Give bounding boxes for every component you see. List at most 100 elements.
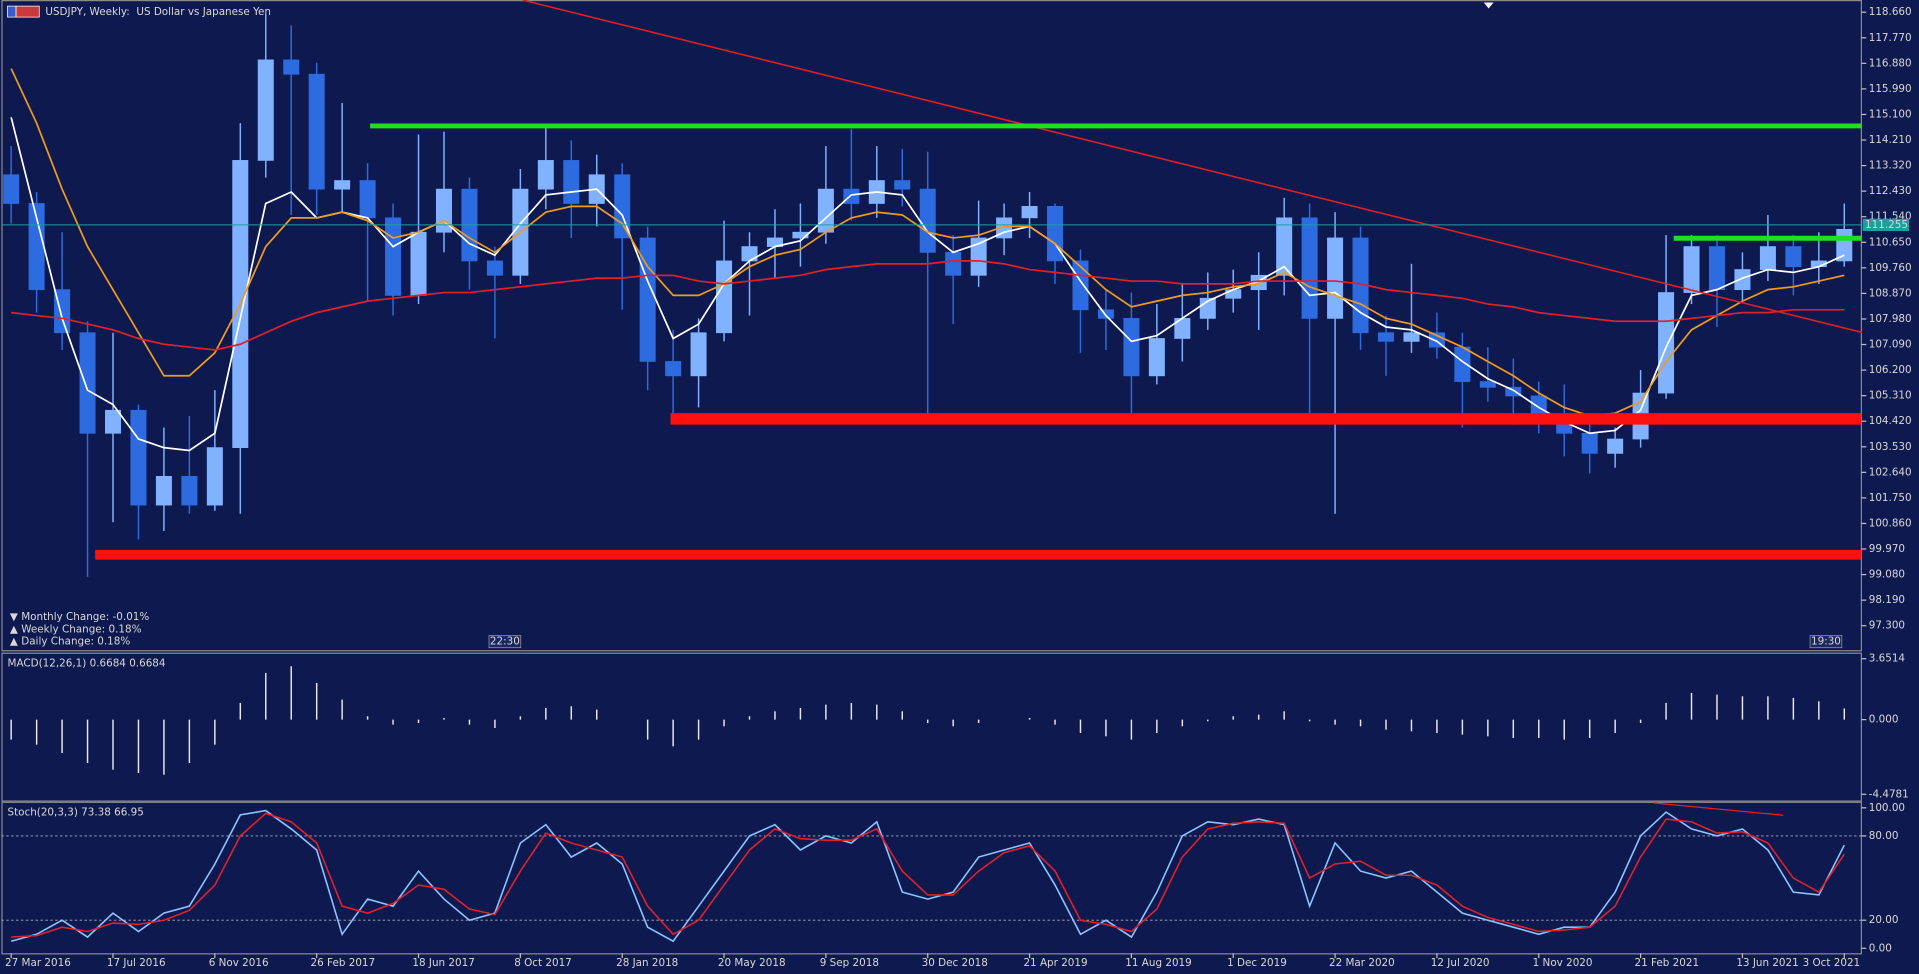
candle-body	[3, 174, 20, 204]
candle-body	[79, 332, 96, 434]
y-tick-label: 114.210	[1869, 134, 1912, 146]
candle-body	[1505, 386, 1522, 397]
shift-marker	[1483, 2, 1494, 9]
support-zone	[95, 549, 1862, 560]
y-tick-label: 101.750	[1869, 492, 1912, 504]
candle-body	[1123, 318, 1140, 377]
moving-average-line	[10, 68, 1845, 417]
y-tick-label: 97.300	[1869, 620, 1905, 632]
support-zone	[670, 413, 1862, 425]
candle-body	[283, 59, 300, 75]
stoch-panel-frame	[1, 801, 1863, 955]
candle-body	[257, 59, 274, 161]
y-tick-label: 112.430	[1869, 185, 1912, 197]
y-tick-label: 0.00	[1869, 942, 1892, 954]
y-tick-label: 3.6514	[1869, 653, 1906, 665]
y-tick-label: 98.190	[1869, 594, 1905, 606]
candle-body	[690, 332, 707, 377]
y-tick-label: 115.100	[1869, 108, 1912, 120]
candle-body	[1479, 381, 1496, 388]
candle-body	[410, 231, 427, 296]
x-tick-label: 20 May 2018	[718, 957, 786, 969]
y-tick-label: 100.860	[1869, 517, 1912, 529]
x-tick-label: 1 Dec 2019	[1227, 957, 1287, 969]
x-tick-label: 26 Feb 2017	[311, 957, 376, 969]
x-tick-label: 8 Oct 2017	[514, 957, 572, 969]
y-tick-label: 102.640	[1869, 466, 1912, 478]
candle-body	[894, 180, 911, 190]
y-tick-label: 110.650	[1869, 236, 1912, 248]
x-tick-label: 17 Jul 2016	[107, 957, 166, 969]
candle-body	[130, 409, 147, 506]
x-tick-label: 21 Apr 2019	[1023, 957, 1087, 969]
candle-body	[1403, 332, 1420, 342]
candle-body	[1301, 217, 1318, 319]
candle-body	[155, 475, 172, 506]
y-tick-label: 116.880	[1869, 57, 1912, 69]
time-label: 19:30	[1811, 636, 1841, 648]
y-tick-label: 100.00	[1869, 802, 1905, 814]
current-price-box	[1862, 218, 1910, 232]
x-tick-label: 6 Nov 2016	[209, 957, 269, 969]
x-tick-label: 30 Dec 2018	[922, 957, 988, 969]
y-tick-label: 108.870	[1869, 287, 1912, 299]
candle-body	[1072, 260, 1089, 311]
candle-body	[1327, 237, 1344, 319]
price-panel-frame	[1, 0, 1863, 652]
candle-body	[1148, 338, 1165, 377]
y-tick-label: 99.970	[1869, 543, 1905, 555]
time-label: 22:30	[490, 636, 520, 648]
time-label-box	[488, 635, 522, 649]
y-tick-label: 107.090	[1869, 339, 1912, 351]
candle-body	[359, 180, 376, 219]
candle-body	[665, 361, 682, 377]
y-tick-label: 113.320	[1869, 160, 1912, 172]
candle-body	[334, 180, 351, 190]
y-tick-label: 80.00	[1869, 830, 1899, 842]
candle-body	[181, 475, 198, 506]
trend-line	[522, 0, 1863, 334]
change-stat: ▲ Daily Change: 0.18%	[10, 636, 130, 648]
candle-body	[1607, 438, 1624, 454]
x-tick-label: 22 Mar 2020	[1329, 957, 1395, 969]
y-tick-label: 115.990	[1869, 83, 1912, 95]
x-tick-label: 13 Jun 2021	[1736, 957, 1798, 969]
candle-body	[435, 188, 452, 233]
candle-body	[1759, 246, 1776, 270]
y-tick-label: 0.000	[1869, 714, 1899, 726]
y-tick-label: 20.00	[1869, 914, 1899, 926]
candle-body	[486, 260, 503, 276]
y-tick-label: 99.080	[1869, 569, 1905, 581]
candle-body	[1530, 395, 1547, 417]
candle-body	[1276, 217, 1293, 276]
x-tick-label: 28 Jan 2018	[616, 957, 678, 969]
candle-body	[308, 73, 325, 190]
change-stat: ▲ Weekly Change: 0.18%	[10, 623, 142, 635]
y-tick-label: 103.530	[1869, 441, 1912, 453]
panel-title: Stoch(20,3,3) 73.38 66.95	[7, 807, 143, 819]
candle-body	[843, 188, 860, 204]
x-tick-label: 27 Mar 2016	[5, 957, 71, 969]
change-stat: ▼ Monthly Change: -0.01%	[10, 611, 149, 623]
candle-body	[1097, 309, 1114, 319]
candle-body	[996, 217, 1013, 239]
x-tick-label: 9 Sep 2018	[820, 957, 879, 969]
candle-body	[1785, 246, 1802, 268]
candle-body	[1708, 246, 1725, 291]
candle-body	[817, 188, 834, 233]
current-price-label: 111.255	[1865, 219, 1908, 231]
candle-body	[1021, 205, 1038, 219]
candle-body	[945, 251, 962, 276]
moving-average-line	[11, 260, 1845, 351]
divergence-line	[1653, 802, 1784, 816]
y-tick-label: 105.310	[1869, 390, 1912, 402]
candle-body	[919, 188, 936, 253]
y-tick-label: 107.980	[1869, 313, 1912, 325]
panel-title: MACD(12,26,1) 0.6684 0.6684	[7, 658, 165, 670]
x-tick-label: 3 Oct 2021	[1803, 957, 1861, 969]
candle-body	[1225, 289, 1242, 299]
candle-body	[1683, 246, 1700, 293]
y-tick-label: -4.4781	[1869, 788, 1909, 800]
